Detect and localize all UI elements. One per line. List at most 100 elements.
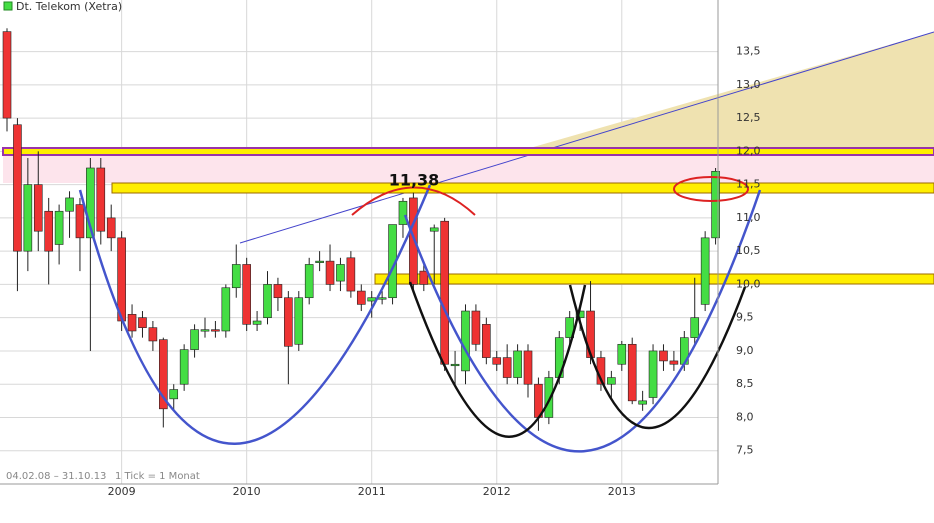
candle-body xyxy=(221,287,231,332)
candle-body xyxy=(346,257,356,292)
cup-curve xyxy=(408,281,587,438)
date-range: 04.02.08 – 31.10.13 xyxy=(6,471,106,482)
candle-body xyxy=(482,324,491,358)
candle-body xyxy=(471,310,481,345)
candle-body xyxy=(44,210,53,252)
y-tick-label: 8,5 xyxy=(736,377,754,390)
candle-body xyxy=(617,343,627,365)
candle-body xyxy=(409,197,418,285)
candle-body xyxy=(106,217,116,239)
x-tick-label: 2012 xyxy=(483,485,511,498)
cup-curve xyxy=(403,189,762,453)
candle-body xyxy=(638,400,647,405)
candle-body xyxy=(648,350,658,398)
top-arc xyxy=(351,186,476,216)
candle-body xyxy=(127,314,137,332)
candle-body xyxy=(513,350,522,378)
y-tick-label: 8,0 xyxy=(736,410,754,423)
candle-body xyxy=(586,310,595,358)
x-tick-label: 2011 xyxy=(358,485,386,498)
candle-body xyxy=(502,357,512,378)
candle-body xyxy=(461,310,470,372)
candle-body xyxy=(86,167,95,239)
candle-body xyxy=(659,350,668,362)
y-tick-label: 12,5 xyxy=(736,111,761,124)
candle-body xyxy=(440,220,449,365)
candle-body xyxy=(231,264,241,289)
support-band xyxy=(374,273,934,285)
candle-body xyxy=(284,297,293,347)
y-tick-label: 13,5 xyxy=(736,45,761,58)
candle-body xyxy=(356,290,366,305)
candle-body xyxy=(377,297,387,300)
candle-body xyxy=(669,360,679,365)
candle-body xyxy=(294,297,304,345)
candle-body xyxy=(263,284,272,318)
candle-body xyxy=(523,350,533,385)
legend-label: Dt. Telekom (Xetra) xyxy=(16,0,122,13)
y-tick-label: 13,0 xyxy=(736,78,761,91)
candle-body xyxy=(700,237,710,305)
candle-body xyxy=(690,317,700,338)
grid-layer xyxy=(0,0,718,484)
y-tick-label: 9,0 xyxy=(736,344,754,357)
y-tick-label: 11,0 xyxy=(736,211,761,224)
candle-body xyxy=(429,227,439,232)
candle-body xyxy=(23,184,33,252)
resistance-band xyxy=(111,182,934,194)
y-tick-label: 12,0 xyxy=(736,144,761,157)
y-tick-label: 10,0 xyxy=(736,277,761,290)
candle-body xyxy=(2,31,12,119)
breakout-circle xyxy=(673,176,749,202)
candle-body xyxy=(211,329,220,332)
annotation: 11,38 xyxy=(389,171,440,190)
y-tick-label: 11,5 xyxy=(736,178,761,191)
candle-body xyxy=(273,284,283,299)
x-tick-label: 2010 xyxy=(233,485,261,498)
candle-body xyxy=(304,264,314,299)
candle-body xyxy=(398,200,408,225)
candle-body xyxy=(367,297,377,302)
candle-body xyxy=(544,377,554,418)
candle-body xyxy=(65,197,74,212)
interval: 1 Tick = 1 Monat xyxy=(115,471,200,482)
candle-body xyxy=(336,264,345,282)
trend-line xyxy=(239,31,934,244)
candle-body xyxy=(159,339,168,410)
candle-body xyxy=(54,210,64,245)
candle-body xyxy=(75,204,85,239)
candle-body xyxy=(711,171,720,239)
candle-body xyxy=(96,167,106,232)
candle-body xyxy=(138,317,147,328)
y-tick-label: 10,5 xyxy=(736,244,761,257)
candle-body xyxy=(242,264,251,325)
legend-swatch xyxy=(3,1,13,11)
candles xyxy=(2,28,720,431)
candle-body xyxy=(179,349,189,385)
candle-body xyxy=(450,363,460,367)
candle-body xyxy=(627,343,637,402)
y-tick-label: 7,5 xyxy=(736,444,754,457)
x-tick-label: 2009 xyxy=(108,485,136,498)
candle-body xyxy=(200,329,210,332)
y-tick-label: 9,5 xyxy=(736,311,754,324)
candle-body xyxy=(33,184,43,232)
candle-body xyxy=(13,124,22,252)
candle-body xyxy=(190,329,199,350)
candle-body xyxy=(148,327,158,342)
resistance-zone xyxy=(3,155,934,183)
cup-curve xyxy=(568,284,747,430)
candle-body xyxy=(325,260,335,285)
x-tick-label: 2013 xyxy=(608,485,636,498)
candle-body xyxy=(315,260,324,263)
candle-body xyxy=(419,270,429,285)
candle-body xyxy=(169,389,179,400)
candle-body xyxy=(607,377,616,385)
candle-body xyxy=(252,320,262,325)
target-zone xyxy=(530,32,934,148)
candle-body xyxy=(492,357,502,365)
resistance-band xyxy=(2,147,934,156)
cup-curve xyxy=(78,184,432,445)
